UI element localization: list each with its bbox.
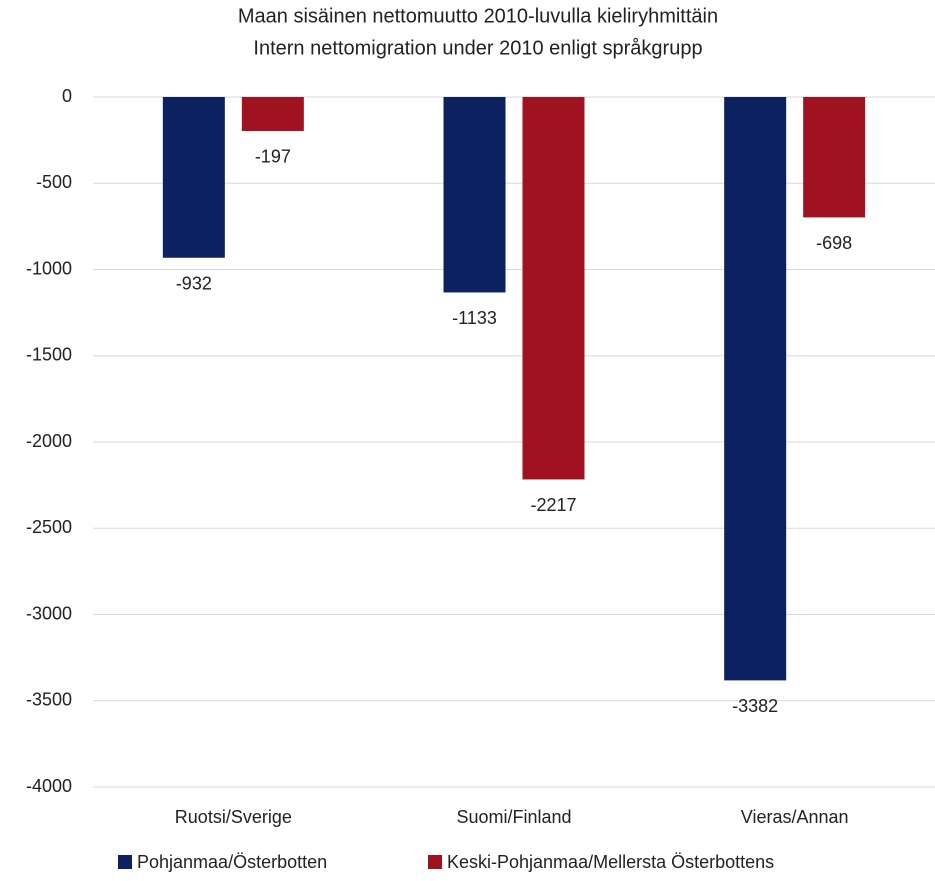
data-label: -197 <box>255 147 291 167</box>
x-tick-label: Ruotsi/Sverige <box>175 807 292 827</box>
y-tick-label: 0 <box>62 86 72 106</box>
data-label: -932 <box>176 274 212 294</box>
y-tick-label: -1000 <box>26 258 72 278</box>
bar <box>162 97 225 258</box>
x-tick-label: Vieras/Annan <box>741 807 849 827</box>
y-tick-label: -4000 <box>26 776 72 796</box>
chart-title: Maan sisäinen nettomuutto 2010-luvulla k… <box>238 5 718 27</box>
y-tick-label: -2000 <box>26 431 72 451</box>
y-tick-label: -3000 <box>26 603 72 623</box>
legend-label: Pohjanmaa/Österbotten <box>137 852 327 872</box>
bar <box>803 97 866 218</box>
data-label: -1133 <box>452 308 497 328</box>
data-label: -2217 <box>530 495 576 515</box>
legend-swatch <box>118 855 132 869</box>
y-tick-label: -500 <box>36 172 72 192</box>
data-label: -3382 <box>732 696 778 716</box>
data-label: -698 <box>816 233 852 253</box>
bar <box>241 97 304 131</box>
y-tick-label: -2500 <box>26 517 72 537</box>
x-tick-label: Suomi/Finland <box>456 807 571 827</box>
y-tick-label: -1500 <box>26 345 72 365</box>
chart-subtitle: Intern nettomigration under 2010 enligt … <box>253 37 702 59</box>
bar <box>522 97 585 480</box>
bar <box>443 97 506 293</box>
bar <box>724 97 787 681</box>
legend-label: Keski-Pohjanmaa/Mellersta Österbottens <box>447 852 774 872</box>
y-tick-label: -3500 <box>26 690 72 710</box>
legend-swatch <box>428 855 442 869</box>
